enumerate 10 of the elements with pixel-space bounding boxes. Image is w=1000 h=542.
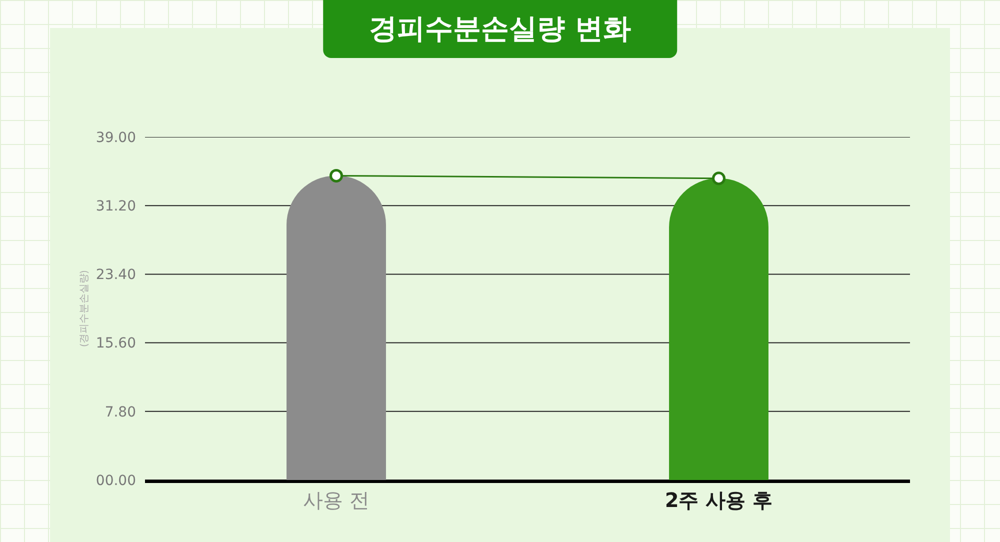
y-tick-label: 00.00 bbox=[96, 472, 136, 489]
x-tick-label: 사용 전 bbox=[303, 488, 370, 512]
y-tick-label: 15.60 bbox=[96, 336, 136, 352]
y-tick-label: 39.00 bbox=[96, 130, 136, 146]
y-tick-label: 23.40 bbox=[96, 267, 136, 284]
y-axis-title: (경피수분손실량) bbox=[76, 270, 90, 346]
chart-title: 경피수분손실량 변화 bbox=[323, 0, 677, 58]
x-tick-label: 2주 사용 후 bbox=[664, 488, 773, 512]
y-tick-label: 7.80 bbox=[104, 404, 136, 420]
y-tick-label: 31.20 bbox=[96, 198, 136, 214]
